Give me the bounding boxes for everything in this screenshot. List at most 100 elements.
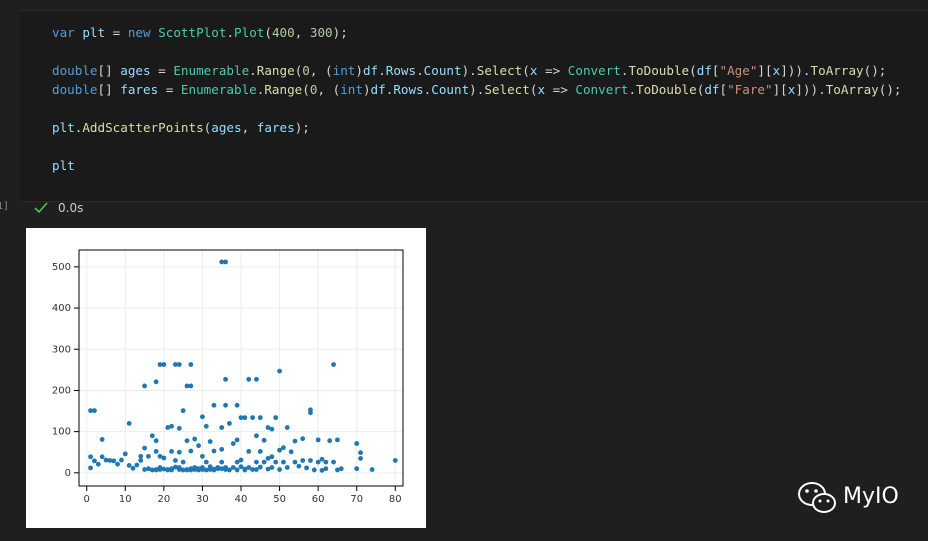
point bbox=[211, 448, 217, 454]
point bbox=[165, 425, 171, 430]
point bbox=[88, 454, 93, 460]
y-tick-label: 400 bbox=[52, 303, 71, 314]
point bbox=[103, 457, 109, 463]
code-line: plt.AddScatterPoints(ages, fares); bbox=[52, 118, 902, 137]
point bbox=[99, 454, 105, 460]
x-tick-label: 0 bbox=[84, 494, 90, 505]
x-tick-label: 40 bbox=[235, 494, 248, 505]
code-cell[interactable]: var plt = new ScottPlot.Plot(400, 300); d… bbox=[20, 10, 928, 202]
code-token: Enumerable bbox=[180, 82, 257, 97]
point bbox=[211, 402, 217, 408]
code-token: , bbox=[294, 25, 310, 40]
point bbox=[358, 456, 363, 461]
y-tick-label: 300 bbox=[52, 344, 71, 355]
code-token: var bbox=[52, 25, 75, 40]
code-token: Rows bbox=[393, 82, 424, 97]
code-token: [] bbox=[97, 82, 121, 97]
point bbox=[111, 458, 117, 464]
code-token: new bbox=[127, 25, 151, 40]
point bbox=[242, 415, 248, 421]
y-tick-label: 100 bbox=[52, 427, 71, 438]
code-token: df bbox=[696, 63, 712, 78]
point bbox=[288, 449, 294, 455]
point bbox=[277, 368, 282, 374]
code-token: Select bbox=[476, 63, 523, 78]
code-token: (); bbox=[878, 82, 902, 97]
point bbox=[327, 438, 333, 444]
point bbox=[196, 466, 201, 472]
point bbox=[107, 458, 113, 463]
point bbox=[308, 458, 313, 463]
code-token: Range bbox=[264, 82, 303, 97]
point bbox=[142, 467, 147, 472]
code-token: . bbox=[385, 82, 394, 97]
point bbox=[242, 467, 248, 473]
point bbox=[246, 465, 252, 470]
code-token: Range bbox=[256, 63, 295, 78]
code-token: (); bbox=[863, 63, 887, 78]
point bbox=[184, 467, 190, 473]
code-token: , ( bbox=[309, 63, 333, 78]
point bbox=[238, 457, 244, 463]
execution-counter: 1] bbox=[0, 201, 10, 212]
point bbox=[188, 362, 194, 367]
point bbox=[184, 383, 190, 389]
point bbox=[250, 415, 255, 421]
point bbox=[246, 376, 252, 382]
point bbox=[122, 451, 128, 457]
point bbox=[254, 467, 259, 472]
code-token: plt bbox=[52, 158, 75, 173]
point bbox=[219, 425, 225, 430]
code-editor[interactable]: var plt = new ScottPlot.Plot(400, 300); d… bbox=[52, 23, 902, 175]
point bbox=[119, 457, 124, 463]
point bbox=[234, 437, 240, 443]
x-tick-label: 70 bbox=[350, 494, 363, 505]
code-token: "Fare" bbox=[727, 82, 773, 97]
point bbox=[315, 437, 321, 443]
code-token: x bbox=[529, 63, 538, 78]
x-tick-label: 20 bbox=[157, 494, 170, 505]
point bbox=[331, 459, 336, 465]
point bbox=[180, 408, 186, 414]
code-line: double[] ages = Enumerable.Range(0, (int… bbox=[52, 61, 902, 80]
code-token: ages bbox=[211, 120, 242, 135]
code-line bbox=[52, 42, 902, 61]
point bbox=[173, 458, 178, 463]
point bbox=[219, 459, 225, 465]
point bbox=[269, 426, 275, 432]
code-token: = bbox=[105, 25, 128, 40]
point bbox=[161, 466, 167, 472]
point bbox=[230, 441, 236, 446]
code-token: "Age" bbox=[719, 63, 758, 78]
point bbox=[180, 459, 186, 465]
point bbox=[219, 259, 225, 265]
point bbox=[200, 465, 205, 470]
point bbox=[338, 466, 344, 472]
point bbox=[234, 467, 240, 473]
point bbox=[277, 447, 282, 453]
code-token: Convert bbox=[567, 63, 621, 78]
y-tick-label: 200 bbox=[52, 385, 71, 396]
point bbox=[292, 438, 298, 444]
point bbox=[234, 402, 240, 408]
point bbox=[176, 425, 182, 431]
wechat-icon bbox=[798, 482, 836, 513]
point bbox=[153, 467, 159, 473]
point bbox=[138, 458, 144, 463]
point bbox=[331, 362, 336, 367]
point bbox=[165, 467, 171, 473]
point bbox=[284, 425, 290, 430]
code-token: ToDouble bbox=[628, 63, 690, 78]
point bbox=[192, 436, 198, 442]
point bbox=[281, 459, 286, 465]
point bbox=[95, 461, 101, 467]
code-token: => bbox=[537, 63, 568, 78]
x-tick-label: 60 bbox=[312, 494, 325, 505]
code-token: [ bbox=[711, 63, 720, 78]
point bbox=[265, 466, 271, 472]
code-token: int bbox=[340, 82, 363, 97]
plot-frame bbox=[78, 249, 404, 487]
code-line bbox=[52, 99, 902, 118]
point bbox=[335, 467, 340, 473]
